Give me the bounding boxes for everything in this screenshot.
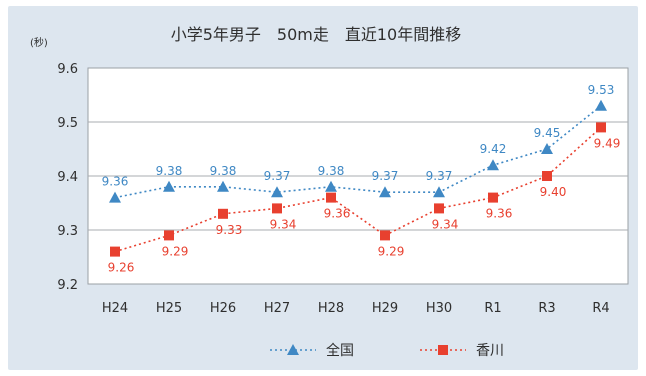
series-line	[114, 126, 602, 253]
data-label: 9.49	[594, 136, 621, 150]
data-point	[163, 180, 175, 192]
x-tick-label: H25	[156, 301, 182, 316]
data-label: 9.38	[210, 164, 237, 178]
data-point	[433, 186, 445, 198]
y-tick-label: 9.4	[57, 170, 78, 185]
data-label: 9.36	[102, 175, 129, 189]
chart-frame: 小学5年男子 50m走 直近10年間推移 (秒) 9.2 9.3 9.4 9.5 9.6…	[8, 6, 638, 370]
data-point	[380, 230, 390, 241]
x-tick-labels: H24 H25 H26 H27 H28 H29 H30 R1 R3 R4	[102, 301, 610, 316]
data-label: 9.36	[324, 207, 351, 221]
y-tick-label: 9.6	[57, 62, 78, 77]
series-1: 9.26 9.29 9.33 9.34 9.36 9.29 9.34 9.36 9.40 9.49	[108, 122, 621, 275]
legend-item-0: 全国	[270, 342, 354, 359]
data-point	[271, 186, 283, 198]
x-tick-label: H24	[102, 301, 128, 316]
x-tick-label: R3	[538, 301, 555, 316]
x-tick-label: H28	[318, 301, 344, 316]
series-layer: 9.36 9.38 9.38 9.37 9.38 9.37 9.37 9.42 9.45 9.53…	[102, 83, 621, 275]
data-label: 9.42	[480, 142, 507, 156]
legend: 全国 香川	[270, 342, 504, 359]
grid-lines	[88, 121, 628, 231]
data-label: 9.26	[108, 261, 135, 275]
data-label: 9.37	[264, 169, 291, 183]
data-label: 9.34	[432, 217, 459, 231]
y-tick-labels: 9.2 9.3 9.4 9.5 9.6	[57, 62, 78, 293]
data-point	[164, 230, 174, 241]
data-label: 9.38	[318, 164, 345, 178]
legend-marker	[287, 344, 299, 355]
data-point	[596, 122, 606, 133]
legend-marker	[438, 345, 448, 355]
y-tick-label: 9.3	[57, 224, 78, 239]
legend-item-1: 香川	[420, 343, 504, 359]
data-label: 9.29	[162, 244, 189, 258]
data-point	[379, 186, 391, 198]
y-tick-label: 9.5	[57, 116, 78, 131]
data-label: 9.37	[426, 169, 453, 183]
y-tick-label: 9.2	[57, 278, 78, 293]
x-tick-label: H26	[210, 301, 236, 316]
legend-label: 全国	[326, 342, 354, 359]
data-label: 9.33	[216, 223, 243, 237]
chart-svg: 小学5年男子 50m走 直近10年間推移 (秒) 9.2 9.3 9.4 9.5 9.6…	[30, 25, 629, 359]
data-point	[217, 180, 229, 192]
data-point	[272, 203, 282, 214]
data-label: 9.38	[156, 164, 183, 178]
x-tick-label: H29	[372, 301, 398, 316]
data-label: 9.40	[540, 185, 567, 199]
data-point	[326, 192, 336, 203]
data-label: 9.45	[534, 126, 561, 140]
x-tick-label: H30	[426, 301, 452, 316]
x-tick-label: R4	[592, 301, 609, 316]
data-label: 9.37	[372, 169, 399, 183]
chart-title: 小学5年男子 50m走 直近10年間推移	[171, 25, 462, 44]
data-point	[110, 246, 120, 257]
data-label: 9.34	[270, 217, 297, 231]
x-tick-label: R1	[484, 301, 501, 316]
legend-label: 香川	[476, 343, 504, 359]
data-point	[487, 159, 499, 171]
y-axis-unit: (秒)	[30, 36, 48, 49]
data-point	[488, 192, 498, 203]
data-point	[325, 180, 337, 192]
data-label: 9.29	[378, 244, 405, 258]
data-label: 9.53	[588, 83, 615, 97]
data-point	[434, 203, 444, 214]
data-label: 9.36	[486, 207, 513, 221]
data-point	[542, 171, 552, 181]
series-0: 9.36 9.38 9.38 9.37 9.38 9.37 9.37 9.42 9.45 9.53	[102, 83, 615, 203]
data-point	[218, 208, 228, 219]
x-tick-label: H27	[264, 301, 290, 316]
data-point	[595, 99, 607, 111]
data-point	[109, 191, 121, 203]
data-point	[541, 143, 553, 154]
